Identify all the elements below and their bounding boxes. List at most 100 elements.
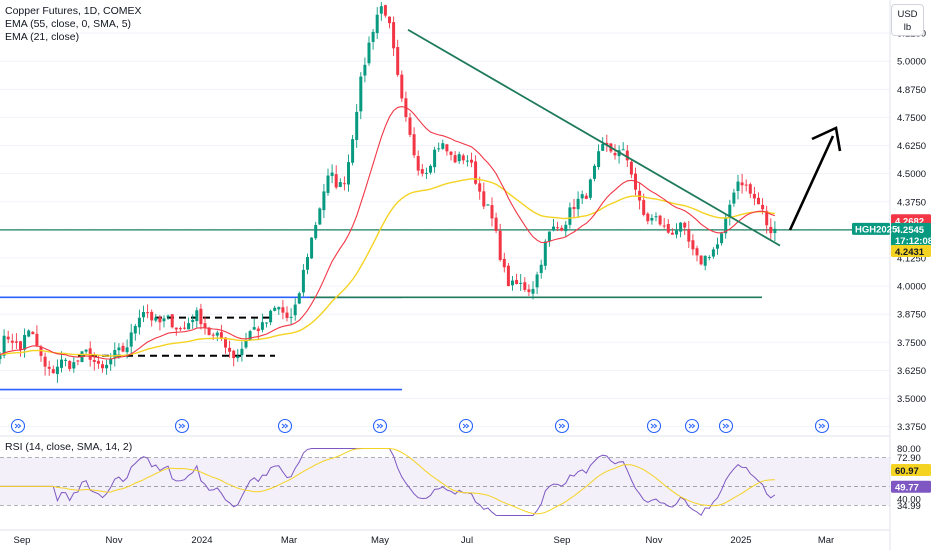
candle-body [96,360,100,364]
candle-body [379,6,383,14]
candle-body [744,184,748,186]
candle-body [281,307,285,313]
event-icon[interactable] [684,418,700,434]
candle-body [424,172,428,174]
candle-body [728,204,732,218]
event-icon[interactable] [10,418,26,434]
candle-body [478,183,482,192]
chart-overlays[interactable] [407,28,842,247]
event-icon[interactable] [372,418,388,434]
event-icon[interactable] [174,418,190,434]
candle-body [691,240,695,250]
candle-body [556,227,560,229]
candle-body [453,155,457,163]
event-icon[interactable] [277,418,293,434]
candle-body [420,169,424,174]
candle-body [318,208,322,225]
chevron-right-icon [178,423,186,429]
candle-body [400,74,404,99]
candle-body [174,327,178,330]
last-price-tag-text: 17:12:08 [895,236,932,247]
candle-body [347,162,350,185]
candle-body [297,293,301,304]
event-icon[interactable] [554,418,570,434]
candle-body [748,184,752,194]
rsi-value-tag-bg [891,480,931,493]
candle-body [178,328,182,330]
last-price-tag-bg [891,222,931,246]
event-icons-row[interactable] [10,418,830,434]
candle-body [154,317,158,321]
price-axis-bg [890,0,932,550]
candle-body [199,308,203,325]
ema21-legend[interactable]: EMA (21, close) [5,31,80,43]
candle-body [51,369,55,374]
candle-body [359,76,363,112]
candle-body [498,230,502,260]
time-axis[interactable]: Sep Nov 2024 Mar May Jul Sep Nov 2025 Mar [0,529,890,546]
candle-body [31,331,35,335]
candle-body [142,312,145,318]
candle-body [683,222,687,228]
candle-body [535,274,539,288]
candle-body [342,183,346,185]
price-tick-label: 4.1250 [897,253,926,264]
event-icon[interactable] [814,418,830,434]
candle-body [732,192,736,204]
candle-body [502,258,506,268]
candle-body [330,172,334,176]
candle-body [64,359,68,361]
candle-body [273,307,277,311]
candle-body [367,42,371,64]
candle-body [560,227,564,231]
candle-body [306,257,309,270]
candle-body [543,241,547,266]
candle-body [470,159,473,163]
candle-body [572,207,576,210]
candle-body [92,359,96,362]
symbol-title[interactable]: Copper Futures, 1D, COMEX [5,5,142,17]
rsi-tick-label: 34.99 [897,501,921,512]
event-icon[interactable] [718,418,734,434]
price-tick-label: 4.7500 [897,113,926,124]
candlestick-series[interactable] [0,2,777,383]
candle-body [0,354,2,360]
event-icon[interactable] [646,418,662,434]
candle-body [27,330,31,337]
price-tick-label: 3.8750 [897,310,926,321]
chevron-right-icon [650,423,658,429]
rsi-band [0,457,890,506]
candle-body [523,282,527,290]
chart-drawings[interactable] [0,229,890,391]
ema55-legend[interactable]: EMA (55, close, 0, SMA, 5) [5,18,132,30]
candle-body [584,195,588,199]
candle-body [375,14,379,34]
candle-body [486,204,490,206]
candle-body [699,255,703,265]
candle-body [19,341,22,350]
candle-body [601,143,605,151]
candle-body [613,152,617,156]
candle-body [629,161,633,175]
candle-body [236,356,240,359]
price-tick-label: 3.3750 [897,422,926,433]
candle-body [133,325,137,334]
currency-unit-button[interactable]: USD lb [891,4,924,36]
candle-body [703,255,707,266]
candle-body [76,360,80,362]
chevron-right-icon [281,423,289,429]
rsi-ma-line [0,448,775,515]
rsi-legend[interactable]: RSI (14, close, SMA, 14, 2) [5,441,133,453]
chevron-right-icon [462,423,470,429]
descending-trendline [407,28,781,247]
event-icon[interactable] [458,418,474,434]
candle-body [527,289,531,293]
candle-body [457,154,461,162]
candle-body [60,359,63,368]
candle-body [773,228,777,233]
time-tick-label: Nov [106,535,123,546]
time-tick-label: May [371,535,389,546]
candle-body [35,333,39,346]
